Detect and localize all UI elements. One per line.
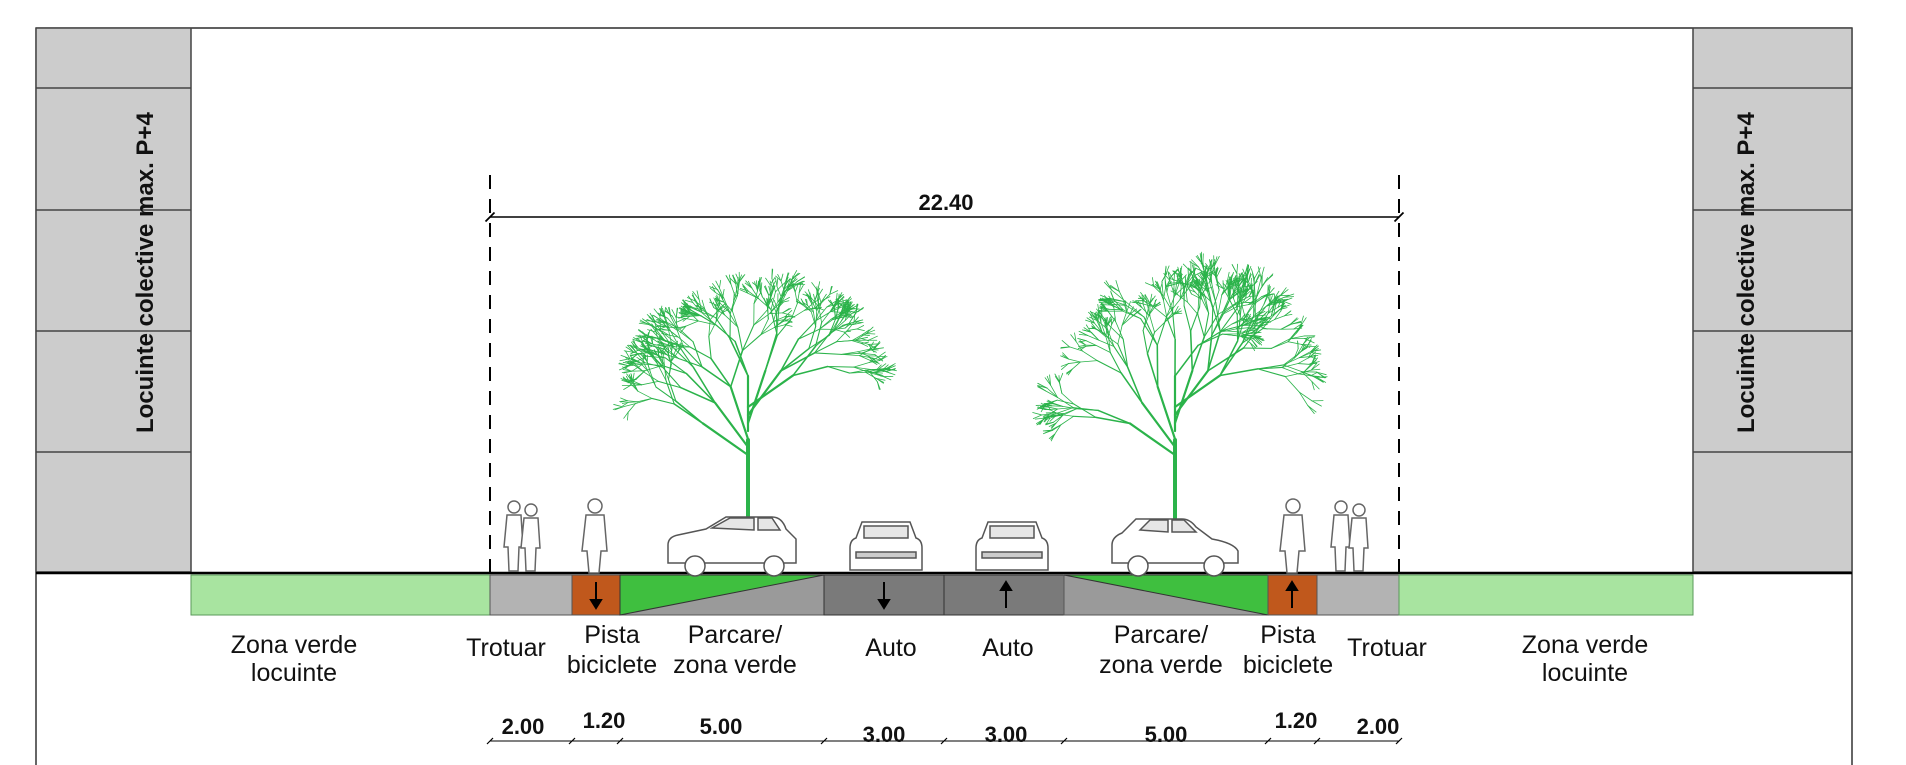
section-strips	[190, 574, 1694, 616]
pedestrian-pair-icon	[503, 500, 541, 572]
green-zone-right	[1398, 574, 1694, 616]
dimension-label: 3.00	[985, 722, 1028, 747]
zone-label: locuinte	[1542, 659, 1628, 687]
building-left-label: Locuinte colective max. P+4	[132, 112, 159, 433]
direction-arrows	[589, 580, 1299, 610]
dimension-label: 2.00	[502, 714, 545, 739]
dimension-chain: 2.00 1.20 5.00 3.00 3.00 5.00 1.20 2.00	[486, 708, 1403, 747]
cyclist-icon	[581, 498, 608, 574]
building-right-label: Locuinte colective max. P+4	[1733, 112, 1760, 433]
building-right: Locuinte colective max. P+4	[1692, 27, 1853, 573]
zone-label: Pista	[584, 621, 640, 649]
dimension-label: 5.00	[1145, 722, 1188, 747]
green-zone-left	[190, 574, 491, 616]
total-dimension: 22.40	[484, 175, 1405, 572]
zone-labels: Zona verde locuinte Trotuar Pista bicicl…	[231, 621, 1648, 687]
zone-label: Trotuar	[466, 634, 546, 662]
zone-label: Parcare/	[1114, 621, 1209, 649]
car-side-icon	[1111, 518, 1239, 577]
dimension-label: 1.20	[583, 708, 626, 733]
car-rear-icon	[975, 521, 1049, 571]
total-width-label: 22.40	[918, 190, 973, 215]
zone-label: Zona verde	[1522, 631, 1648, 659]
arrow-down-icon	[877, 582, 891, 610]
building-left: Locuinte colective max. P+4	[35, 27, 192, 573]
arrow-down-icon	[589, 582, 603, 610]
pedestrians	[503, 498, 1369, 574]
zone-label: Pista	[1260, 621, 1316, 649]
zone-label: locuinte	[251, 659, 337, 687]
zone-label: Auto	[865, 634, 916, 662]
arrow-up-icon	[1285, 580, 1299, 608]
pedestrian-pair-icon	[1330, 500, 1369, 572]
car-side-icon	[667, 516, 797, 577]
cars	[667, 516, 1239, 577]
car-front-icon	[849, 521, 923, 571]
zone-label: Parcare/	[688, 621, 783, 649]
zone-label: biciclete	[567, 651, 657, 679]
road-lane-right	[943, 574, 1065, 616]
zone-label: Trotuar	[1347, 634, 1427, 662]
sidewalk-left	[489, 574, 573, 616]
dimension-label: 2.00	[1357, 714, 1400, 739]
dimension-label: 3.00	[863, 722, 906, 747]
zone-label: zona verde	[673, 651, 797, 679]
zone-label: Zona verde	[231, 631, 357, 659]
parking-green-left	[619, 574, 825, 616]
trees	[612, 251, 1328, 537]
zone-label: biciclete	[1243, 651, 1333, 679]
arrow-up-icon	[999, 580, 1013, 608]
sidewalk-right	[1316, 574, 1400, 616]
dimension-label: 1.20	[1275, 708, 1318, 733]
tree-icon	[612, 268, 897, 537]
tree-icon	[1032, 251, 1328, 537]
zone-label: Auto	[982, 634, 1033, 662]
dimension-label: 5.00	[700, 714, 743, 739]
zone-label: zona verde	[1099, 651, 1223, 679]
cyclist-icon	[1279, 498, 1306, 574]
